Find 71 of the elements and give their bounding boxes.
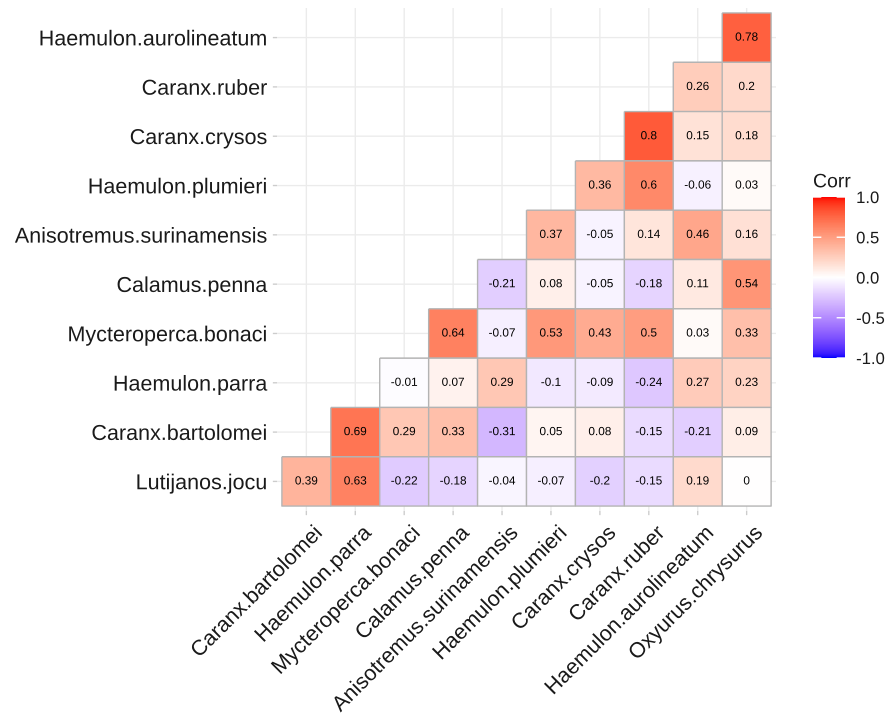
- y-tick-label: Haemulon.aurolineatum: [40, 30, 266, 46]
- data-label: -0.09: [586, 378, 613, 386]
- data-label: 0.09: [736, 426, 758, 436]
- data-label: 0.18: [736, 131, 758, 140]
- data-label: 0.78: [736, 32, 758, 41]
- data-label: -0.05: [586, 230, 613, 238]
- data-label: -0.31: [489, 426, 515, 436]
- data-label: 0.29: [393, 426, 416, 436]
- data-label: 0.2: [738, 82, 754, 90]
- y-tick-label: Caranx.ruber: [142, 79, 267, 95]
- color-bar-label: 1.0: [857, 191, 879, 204]
- data-label: 0.6: [641, 180, 656, 189]
- data-label: 0.64: [442, 328, 464, 337]
- data-label: -0.24: [636, 378, 662, 386]
- data-label: -0.07: [489, 328, 515, 337]
- y-tick-label: Mycteroperca.bonaci: [69, 326, 266, 346]
- data-label: 0.23: [736, 378, 758, 386]
- data-label: -0.05: [586, 278, 613, 288]
- data-label: -0.01: [391, 378, 418, 386]
- data-label: 0.11: [687, 278, 708, 288]
- color-bar-label: 0.0: [856, 272, 879, 284]
- data-label: 0.8: [641, 131, 656, 140]
- data-label: 0.07: [442, 378, 464, 386]
- data-label: 0.5: [641, 328, 657, 337]
- color-bar-label: -0.5: [856, 312, 884, 324]
- color-bar-label: 0.5: [856, 232, 879, 244]
- data-label: 0.15: [686, 131, 709, 140]
- data-label: -0.15: [636, 476, 662, 485]
- data-label: -0.1: [541, 378, 561, 386]
- data-label: 0.37: [540, 230, 562, 238]
- data-label: 0.69: [344, 426, 366, 436]
- data-label: 0.36: [588, 180, 611, 189]
- data-label: -0.06: [684, 180, 711, 189]
- data-label: -0.21: [684, 426, 711, 436]
- data-label: 0.53: [540, 328, 562, 337]
- data-label: 0.33: [442, 426, 464, 436]
- data-label: -0.18: [440, 476, 466, 485]
- y-tick-label: Haemulon.parra: [114, 374, 268, 396]
- data-label: 0.43: [588, 328, 611, 337]
- data-label: 0.14: [638, 230, 660, 238]
- data-label: 0.33: [736, 328, 758, 337]
- y-tick-label: Haemulon.plumieri: [90, 178, 266, 198]
- color-bar-label: -1.0: [856, 352, 884, 364]
- data-label: 0.19: [686, 476, 709, 485]
- data-label: -0.15: [636, 426, 662, 436]
- data-label: -0.2: [590, 476, 610, 485]
- data-label: 0.03: [686, 328, 709, 337]
- data-label: 0.27: [686, 378, 709, 386]
- data-label: 0.29: [491, 378, 513, 386]
- data-label: -0.18: [636, 278, 662, 288]
- legend-title: Corr: [814, 174, 850, 188]
- data-label: 0.05: [540, 426, 562, 436]
- data-label: 0.63: [344, 476, 366, 485]
- y-tick-label: Calamus.penna: [118, 276, 268, 296]
- data-label: 0.08: [588, 426, 611, 436]
- data-label: 0: [744, 476, 750, 485]
- data-label: -0.04: [489, 476, 516, 485]
- y-tick-label: Caranx.bartolomei: [92, 424, 266, 440]
- data-label: 0.54: [736, 278, 758, 288]
- data-label: 0.46: [686, 230, 709, 238]
- y-tick-label: Caranx.crysos: [130, 128, 267, 148]
- data-label: -0.22: [391, 476, 418, 485]
- data-label: 0.08: [540, 278, 562, 288]
- data-label: -0.07: [538, 476, 564, 485]
- data-label: 0.16: [736, 230, 758, 238]
- y-tick-label: Lutijanos.jocu: [137, 474, 266, 494]
- y-tick-label: Anisotremus.surinamensis: [14, 227, 267, 243]
- data-label: -0.21: [489, 278, 515, 288]
- data-label: 0.39: [295, 476, 318, 485]
- data-label: 0.03: [736, 180, 758, 189]
- data-label: 0.26: [686, 82, 709, 90]
